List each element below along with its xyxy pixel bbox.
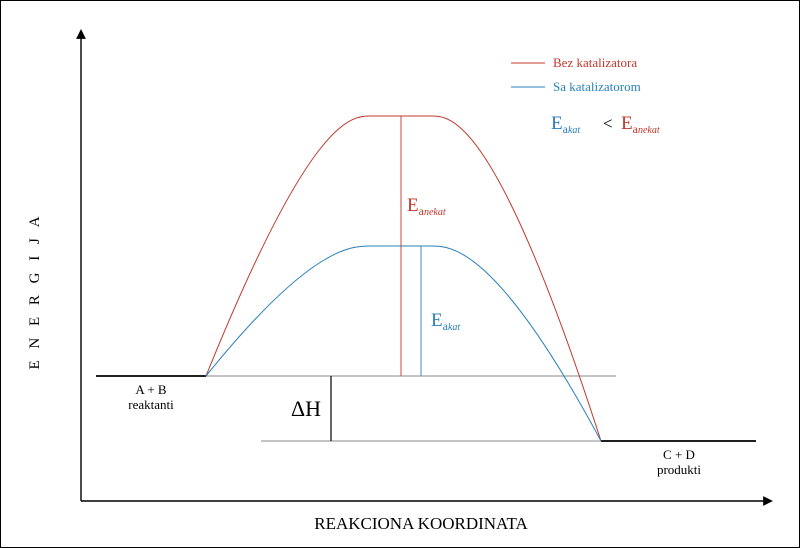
- products-label-line2: produkti: [657, 462, 701, 477]
- svg-text:Eanekat: Eanekat: [621, 113, 660, 136]
- inequality: Eakat < Eanekat: [551, 113, 660, 136]
- ea-nekat-label: Eanekat: [407, 195, 446, 218]
- energy-diagram-svg: E N E R G I J A REAKCIONA KOORDINATA A +…: [1, 1, 800, 548]
- legend-text-cat: Sa katalizatorom: [553, 79, 641, 94]
- reactants-label-line2: reaktanti: [128, 397, 174, 412]
- diagram-frame: { "canvas": { "width": 800, "height": 54…: [0, 0, 800, 548]
- svg-text:<: <: [603, 114, 613, 133]
- ea-kat-label: Eakat: [431, 310, 460, 333]
- delta-h-label: ΔH: [291, 396, 321, 421]
- x-axis-label: REAKCIONA KOORDINATA: [314, 514, 528, 533]
- reactants-label-line1: A + B: [135, 382, 167, 397]
- products-label-line1: C + D: [663, 447, 695, 462]
- curve-uncatalyzed: [206, 116, 601, 441]
- legend-text-uncat: Bez katalizatora: [553, 55, 637, 70]
- svg-text:Eakat: Eakat: [551, 113, 580, 136]
- y-axis-label: E N E R G I J A: [27, 212, 43, 369]
